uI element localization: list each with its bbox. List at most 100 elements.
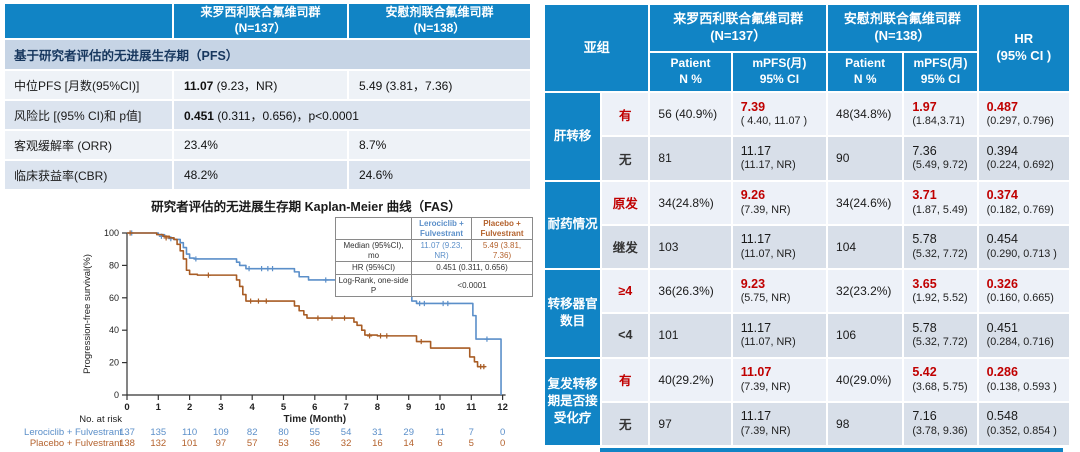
cell-value-main: 7.16 [912,409,937,424]
censor-mark [421,300,427,307]
km-legend-row-label: Median (95%CI), mo [335,239,412,263]
subgroup-header-row-1: 亚组 来罗西利联合氟维司群 (N=137） 安慰剂联合氟维司群 (N=138） HR … [545,5,1069,91]
at-risk-count: 11 [435,427,445,438]
cell-value-main: 0.374 [986,188,1018,203]
pfs-summary-table: 来罗西利联合氟维司群 (N=137） 安慰剂联合氟维司群 (N=138） 基于研究者… [3,2,532,191]
patient-n-lerociclib: 97 [650,402,731,445]
cell-value-main: 0.394 [986,143,1018,158]
pfs-row-value: 48.2% [173,161,347,189]
cell-value-ci: (7.39, NR) [740,424,791,437]
mpfs-placebo: 3.71 (1.87, 5.49) [904,181,977,224]
x-tick-label: 11 [466,402,477,413]
at-risk-count: 6 [437,438,442,449]
cell-value-main: 0.326 [986,276,1018,291]
censor-mark [163,235,169,241]
cell-value-ci: (11.07, NR) [740,247,796,260]
at-risk-count: 36 [310,438,321,449]
x-tick-label: 10 [435,402,446,413]
table-bottom-edge [600,448,1063,452]
cell-value-main: 11.17 [740,320,772,335]
pfs-col-header-1: 来罗西利联合氟维司群 (N=137） [173,4,347,38]
patient-n-placebo: 90 [828,137,903,180]
at-risk-count: 138 [119,438,135,449]
at-risk-count: 55 [310,427,321,438]
km-legend-value-1: 11.07 (9.23, NR) [411,239,472,263]
x-tick-label: 2 [187,402,192,413]
hazard-ratio-cell: 0.451 (0.284, 0.716) [978,314,1069,357]
subgroup-name-cell: 无 [602,137,649,180]
censor-mark [246,266,252,272]
hazard-ratio-cell: 0.454 (0.290, 0.713 ) [978,225,1069,268]
patient-n-lerociclib: 103 [650,225,731,268]
km-legend-col-lerociclib: Lerociclib + Fulvestrant [411,216,472,241]
patient-n-placebo: 98 [828,402,903,445]
censor-mark [366,333,373,339]
censor-mark [255,298,262,304]
pfs-col-header-2: 安慰剂联合氟维司群 (N=138） [348,4,530,38]
pfs-row: 风险比 [(95% CI)和 p值] 0.451 (0.311，0.656)，p<… [5,101,530,129]
censor-mark [263,298,269,304]
at-risk-count: 5 [469,438,474,449]
pfs-row-value: 24.6% [348,161,530,189]
at-risk-count: 29 [403,427,414,438]
censor-mark [265,266,271,272]
subgroup-name-cell: ≥4 [602,270,649,313]
pfs-section-row: 基于研究者评估的无进展生存期（PFS） [5,40,530,69]
at-risk-count: 135 [150,427,166,438]
subgroup-header-hr: HR (95% CI ) [978,5,1069,91]
km-censors-2 [127,230,487,370]
subgroup-data-row: <4 101 11.17 (11.07, NR) 106 5.78 (5.32, 7.72)… [545,314,1069,357]
mpfs-lerociclib: 9.26 (7.39, NR) [732,181,827,224]
cell-value-main: 0.286 [986,365,1018,380]
censor-mark [323,277,329,283]
y-tick-label: 60 [109,293,119,303]
cell-value-ci: (1.87, 5.49) [912,203,968,216]
cell-value-ci: (0.182, 0.769) [986,203,1054,216]
pfs-row-label: 风险比 [(95% CI)和 p值] [5,101,172,129]
km-curve-2 [127,232,486,368]
at-risk-count: 32 [341,438,352,449]
subgroup-data-row: 继发 103 11.17 (11.07, NR) 104 5.78 (5.32, 7.72)… [545,225,1069,268]
cell-value-ci: (11.07, NR) [740,336,796,349]
pfs-row-label: 中位PFS [月数(95%CI)] [5,71,172,99]
hazard-ratio-cell: 0.286 (0.138, 0.593 ) [978,358,1069,401]
pfs-row-value: 11.07 (9.23，NR) [173,71,347,99]
mpfs-placebo: 1.97 (1.84,3.71) [904,93,977,136]
censor-mark [258,266,265,272]
mpfs-placebo: 7.36 (5.49, 9.72) [904,137,977,180]
km-legend-row: Median (95%CI), mo 11.07 (9.23, NR) 5.49 (… [335,239,533,263]
subgroup-data-row: 复发转移期是否接受化疗有 40(29.2%) 11.07 (7.39, NR) 40(2… [545,358,1069,445]
censor-mark [329,315,335,321]
pfs-row: 客观缓解率 (ORR) 23.4% 8.7% [5,131,530,159]
pfs-row: 中位PFS [月数(95%CI)] 11.07 (9.23，NR) 5.49 (3.… [5,71,530,99]
at-risk-count: 14 [403,438,414,449]
subgroup-data-row: 转移器官数目 ≥4 36(26.3%) 9.23 (5.75, NR) 32(23.2%)… [545,270,1069,357]
subgroup-header-group-placebo: 安慰剂联合氟维司群 (N=138） [828,5,977,51]
patient-n-lerociclib: 36(26.3%) [650,270,731,313]
x-tick-label: 6 [312,402,317,413]
cell-value-main: 5.78 [912,320,937,335]
km-legend-col-placebo: Placebo + Fulvestrant [471,216,533,241]
cell-value-main: 1.97 [912,99,937,114]
cell-value-main: 7.36 [912,143,937,158]
cell-value-main: 0.487 [986,99,1018,114]
cell-value-ci: (5.32, 7.72) [912,247,968,260]
subgroup-name-cell: 有 [602,358,649,401]
hazard-ratio-cell: 0.548 (0.352, 0.854 ) [978,402,1069,445]
cell-value-main: 0.548 [986,409,1018,424]
pfs-section-title: 基于研究者评估的无进展生存期（PFS） [5,40,530,69]
km-legend-merged-value: 0.451 (0.311, 0.656) [411,261,533,275]
censor-mark [341,315,348,321]
patient-n-placebo: 104 [828,225,903,268]
at-risk-count: 101 [182,438,198,449]
hazard-ratio-cell: 0.374 (0.182, 0.769) [978,181,1069,224]
cell-value-ci: (0.284, 0.716) [986,336,1054,349]
y-tick-label: 100 [104,228,119,238]
censor-mark [384,333,390,339]
group-label-cell: 耐药情况 [545,181,601,268]
mpfs-placebo: 5.78 (5.32, 7.72) [904,225,977,268]
cell-value-ci: (0.138, 0.593 ) [986,380,1057,393]
cell-value-ci: (11.17, NR) [740,159,796,172]
x-tick-label: 7 [343,402,348,413]
cell-value-ci: (7.39, NR) [740,203,791,216]
